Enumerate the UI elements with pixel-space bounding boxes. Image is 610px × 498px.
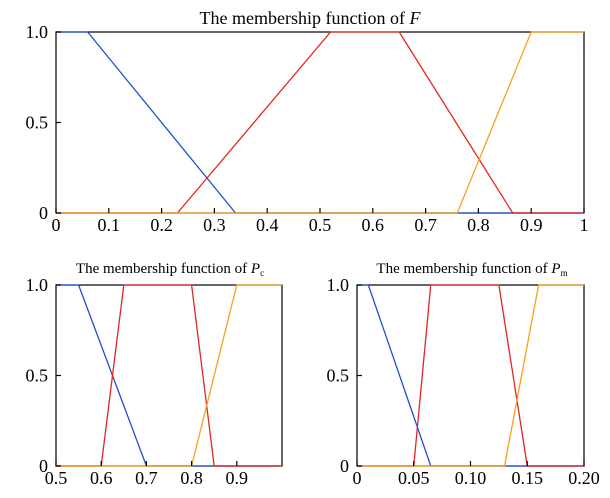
series-low-line — [56, 284, 282, 467]
x-tick-label: 0.6 — [362, 215, 385, 235]
series-medium-line — [56, 284, 282, 467]
x-tick-label: 0.9 — [520, 215, 543, 235]
x-tick-label: 0.7 — [135, 468, 158, 488]
y-tick-label: 0 — [39, 456, 48, 476]
x-tick-label: 0.20 — [568, 468, 600, 488]
x-tick-label: 0.9 — [226, 468, 249, 488]
x-tick-label: 0.2 — [150, 215, 173, 235]
x-tick-label: 0.15 — [512, 468, 544, 488]
series-medium-line — [357, 284, 584, 467]
x-tick-label: 0.1 — [98, 215, 121, 235]
x-tick-label: 0 — [52, 215, 61, 235]
series-low-line — [56, 31, 584, 214]
x-tick-label: 0.6 — [90, 468, 113, 488]
chart-panel-pm: 0 0.05 0.10 0.15 0.20 0 0.5 1.0 The membership f… — [327, 261, 600, 488]
series-medium-line — [56, 31, 584, 214]
x-tick-label: 0.7 — [414, 215, 437, 235]
y-tick-label: 0 — [340, 456, 349, 476]
x-tick-label: 0 — [353, 468, 362, 488]
y-tick-label: 0 — [39, 203, 48, 223]
x-tick-label: 0.05 — [398, 468, 430, 488]
x-tick-label: 0.5 — [45, 468, 68, 488]
chart-title: The membership function of F — [200, 8, 422, 28]
y-tick-label: 0.5 — [26, 113, 49, 133]
plot-frame — [55, 31, 585, 214]
chart-panel-f: 0 0.1 0.2 0.3 0.4 0.5 0.6 0.7 0.8 0.9 1 0 0.5 1.0 The … — [26, 8, 589, 235]
series-high-line — [56, 31, 584, 214]
y-tick-label: 0.5 — [26, 366, 49, 386]
x-tick-label: 0.5 — [309, 215, 332, 235]
plot-frame — [55, 284, 283, 467]
x-tick-label: 0.8 — [180, 468, 203, 488]
x-tick-label: 0.10 — [455, 468, 487, 488]
series-high-line — [56, 284, 282, 467]
chart-title: The membership function of Pc — [76, 261, 264, 278]
chart-title: The membership function of Pm — [376, 261, 567, 278]
x-tick-label: 0.4 — [256, 215, 279, 235]
x-tick-label: 0.8 — [467, 215, 490, 235]
series-low-line — [357, 284, 584, 467]
y-tick-label: 1.0 — [26, 275, 49, 295]
series-high-line — [357, 284, 584, 467]
x-tick-label: 1 — [580, 215, 589, 235]
y-tick-label: 1.0 — [26, 22, 49, 42]
x-tick-label: 0.3 — [203, 215, 226, 235]
plot-frame — [356, 284, 585, 467]
y-tick-label: 0.5 — [327, 366, 350, 386]
y-tick-label: 1.0 — [327, 275, 350, 295]
